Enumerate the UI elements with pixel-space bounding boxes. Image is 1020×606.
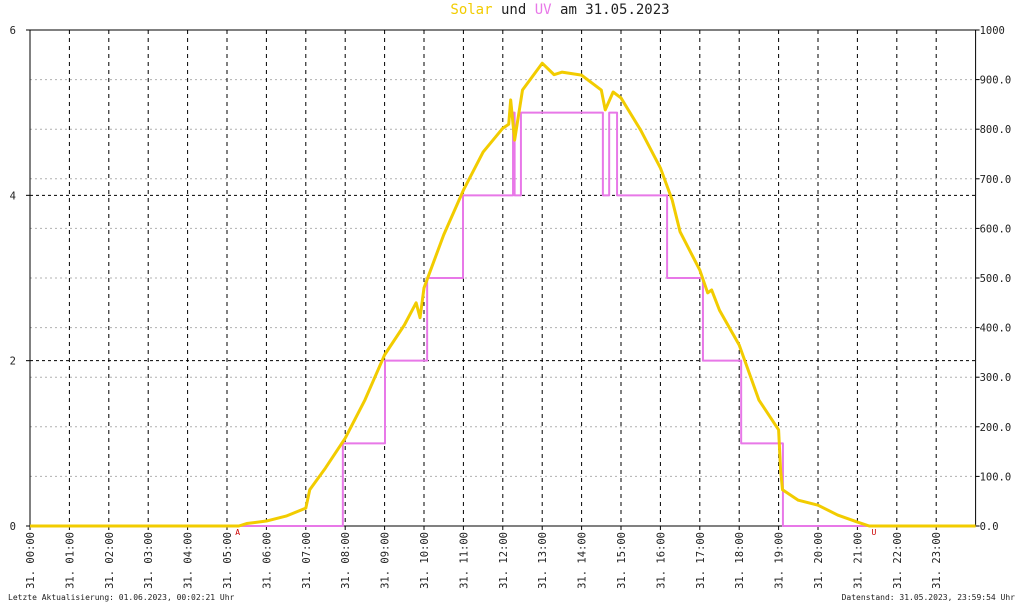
y2-tick-label: 700.0: [980, 174, 1012, 186]
x-tick-label: 31. 03:00: [143, 532, 155, 589]
x-tick-label: 31. 12:00: [498, 532, 510, 589]
footer-right: Datenstand: 31.05.2023, 23:59:54 Uhr: [842, 593, 1016, 602]
x-tick-label: 31. 01:00: [64, 532, 76, 589]
x-tick-label: 31. 17:00: [695, 532, 707, 589]
x-tick-label: 31. 22:00: [892, 532, 904, 589]
y2-tick-label: 500.0: [980, 273, 1012, 285]
x-tick-label: 31. 07:00: [301, 532, 313, 589]
x-tick-label: 31. 06:00: [261, 532, 273, 589]
plot-frame: [29, 29, 977, 527]
footer-left: Letzte Aktualisierung: 01.06.2023, 00:02…: [8, 593, 235, 602]
y2-tick-label: 900.0: [980, 75, 1012, 87]
x-tick-label: 31. 16:00: [655, 532, 667, 589]
y2-tick-label: 400.0: [980, 323, 1012, 335]
y2-tick-label: 1000: [980, 25, 1005, 37]
x-tick-label: 31. 23:00: [931, 532, 943, 589]
x-tick-label: 31. 09:00: [380, 532, 392, 589]
x-tick-label: 31. 15:00: [616, 532, 628, 589]
x-tick-label: 31. 02:00: [104, 532, 116, 589]
y2-tick-label: 200.0: [980, 422, 1012, 434]
y2-tick-label: 600.0: [980, 223, 1012, 235]
x-tick-label: 31. 14:00: [577, 532, 589, 589]
x-tick-label: 31. 04:00: [183, 532, 195, 589]
x-tick-label: 31. 08:00: [340, 532, 352, 589]
y-tick-label: 4: [10, 190, 16, 202]
x-tick-label: 31. 20:00: [813, 532, 825, 589]
title-part: am 31.05.2023: [560, 2, 670, 18]
x-tick-label: 31. 19:00: [774, 532, 786, 589]
title-part: Solar: [450, 2, 492, 18]
y2-tick-label: 300.0: [980, 372, 1012, 384]
x-tick-label: 31. 11:00: [458, 532, 470, 589]
y2-tick-label: 800.0: [980, 124, 1012, 136]
x-tick-label: 31. 18:00: [734, 532, 746, 589]
y-tick-label: 0: [10, 521, 16, 533]
series-line: [30, 61, 976, 528]
x-tick-label: 31. 00:00: [25, 532, 37, 589]
x-tick-label: 31. 10:00: [419, 532, 431, 589]
title-part: UV: [535, 2, 552, 18]
y2-tick-label: 100.0: [980, 471, 1012, 483]
annotation: A: [235, 528, 240, 537]
x-tick-label: 31. 21:00: [852, 532, 864, 589]
title-part: und: [501, 2, 526, 18]
chart-title: Solar und UV am 31.05.2023: [450, 2, 669, 18]
y2-tick-label: 0.0: [980, 521, 999, 533]
series-line: [30, 111, 976, 527]
x-tick-label: 31. 05:00: [222, 532, 234, 589]
annotation: U: [872, 528, 877, 537]
y-tick-label: 6: [10, 25, 16, 37]
y-tick-label: 2: [10, 356, 16, 368]
x-tick-label: 31. 13:00: [537, 532, 549, 589]
